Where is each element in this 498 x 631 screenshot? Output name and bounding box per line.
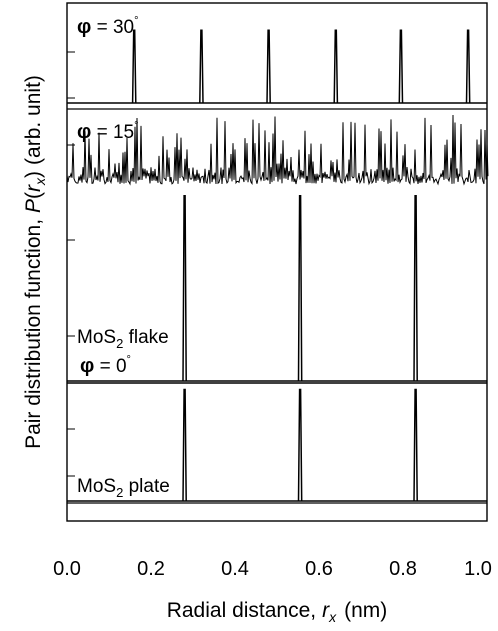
x-axis-unit: (nm) bbox=[344, 599, 387, 622]
peak bbox=[297, 194, 303, 382]
series-mos2-plate bbox=[67, 388, 487, 502]
x-tick-label: 0.4 bbox=[221, 558, 249, 580]
peak bbox=[131, 29, 137, 104]
panel-label-phi-15: φ = 15° bbox=[77, 120, 139, 143]
x-axis-var-sub: x bbox=[328, 609, 337, 625]
x-tick-label: 1.0 bbox=[464, 558, 492, 580]
peak bbox=[182, 194, 187, 382]
plot-frame bbox=[66, 2, 488, 522]
phi-symbol: φ bbox=[77, 121, 91, 143]
panel-label-value: = 15 bbox=[91, 122, 134, 143]
x-axis-title: Radial distance, rx (nm) bbox=[167, 599, 388, 625]
degree-symbol: ° bbox=[127, 354, 131, 366]
y-axis-title: Pair distribution function, P(rx) (arb. un… bbox=[22, 75, 48, 449]
series-phi-15 bbox=[66, 114, 489, 186]
subscript-2: 2 bbox=[116, 485, 123, 500]
y-axis-rvar: r bbox=[22, 184, 45, 192]
panel-label-value: = 0 bbox=[94, 356, 126, 377]
degree-symbol: ° bbox=[134, 120, 138, 132]
x-tick-label: 0.6 bbox=[305, 558, 333, 580]
subscript-2: 2 bbox=[116, 336, 123, 351]
y-axis-var: P bbox=[22, 199, 45, 213]
series-mos2-flake bbox=[67, 194, 487, 382]
y-axis-close: ) bbox=[22, 171, 45, 178]
panel-label-phi-30: φ = 30° bbox=[77, 15, 139, 38]
y-ticks bbox=[67, 51, 75, 477]
y-axis-unit: (arb. unit) bbox=[22, 75, 45, 165]
peak bbox=[465, 29, 471, 104]
peak bbox=[182, 388, 187, 502]
peak bbox=[297, 388, 303, 502]
mos-text: MoS bbox=[77, 327, 116, 348]
peak bbox=[413, 388, 418, 502]
degree-symbol: ° bbox=[134, 15, 138, 27]
peak bbox=[413, 194, 418, 382]
phi-symbol: φ bbox=[77, 16, 91, 38]
panel-label-mos2-plate: MoS2 plate bbox=[77, 476, 170, 500]
x-axis-title-prefix: Radial distance, bbox=[167, 599, 316, 622]
peak bbox=[398, 29, 404, 104]
y-axis-title-prefix: Pair distribution function, bbox=[22, 219, 45, 449]
y-axis-var-sub: x bbox=[32, 177, 48, 186]
peak bbox=[266, 29, 271, 104]
y-axis-open: ( bbox=[22, 192, 45, 199]
panel-label-mos2-flake: MoS2 flake bbox=[77, 327, 169, 351]
x-tick-labels: 0.0 0.2 0.4 0.6 0.8 1.0 bbox=[53, 558, 492, 580]
x-tick-label: 0.0 bbox=[53, 558, 81, 580]
mos-text: MoS bbox=[77, 476, 116, 497]
series-phi-30 bbox=[67, 29, 487, 104]
panel-label-value: = 30 bbox=[91, 17, 134, 38]
noisy-trace bbox=[66, 114, 489, 186]
peak bbox=[199, 29, 204, 104]
x-tick-label: 0.8 bbox=[389, 558, 417, 580]
panel-label-phi-0: φ = 0° bbox=[80, 354, 131, 377]
x-axis-var: r bbox=[322, 599, 330, 622]
peak bbox=[333, 29, 339, 104]
plate-text: plate bbox=[123, 476, 169, 497]
phi-symbol: φ bbox=[80, 355, 94, 377]
flake-text: flake bbox=[123, 327, 168, 348]
x-tick-label: 0.2 bbox=[137, 558, 165, 580]
